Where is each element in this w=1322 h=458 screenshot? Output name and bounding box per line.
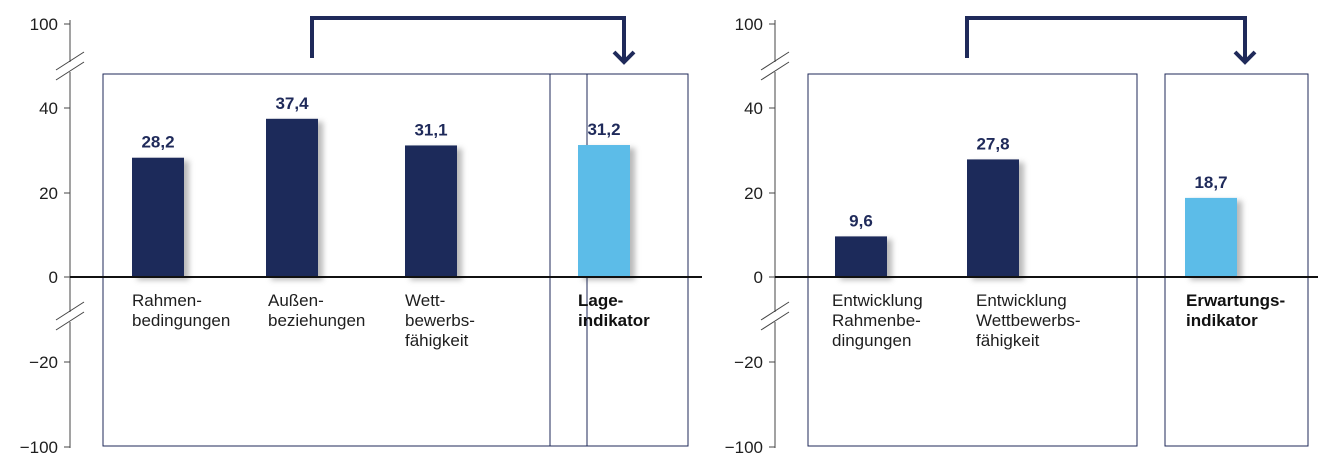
panel-2-y-tick-label: 20 [744, 184, 763, 203]
panel-2-axis-break-mark [760, 61, 790, 81]
panel-2-indicator-frame [1164, 73, 1309, 447]
panel-2-bar [967, 159, 1019, 277]
panel-1-y-tick-label: −20 [29, 353, 58, 372]
panel-1-bar-value-label: 28,2 [141, 133, 174, 152]
panel-1-indicator-value-label: 31,2 [587, 120, 620, 139]
panel-1-bar [132, 157, 184, 277]
panel-2-axis-break-mark [760, 51, 790, 71]
panel-2-y-tick-label: 100 [735, 15, 763, 34]
panel-2-category-label: Entwicklung Wettbewerbs-fähigkeit [976, 291, 1081, 350]
panel-1-indicator-bar [578, 145, 630, 277]
panel-2-y-tick-label: 0 [754, 268, 763, 287]
panel-1-axis-break-mark [55, 301, 85, 321]
panel-1-bar-value-label: 31,1 [414, 120, 447, 139]
panel-1-axis-break-mark [55, 51, 85, 71]
panel-1-category-label: Wett-bewerbs-fähigkeit [405, 291, 475, 350]
panel-2-indicator-label: Erwartungs-indikator [1186, 291, 1285, 330]
panel-2-bar-value-label: 27,8 [976, 134, 1009, 153]
panel-2-category-label: Entwicklung Rahmenbe-dingungen [832, 291, 923, 350]
panel-2-axis-break-mark [760, 301, 790, 321]
panel-1-y-tick-label: −100 [20, 438, 58, 457]
panel-2-y-tick-label: −20 [734, 353, 763, 372]
panel-1-bar-value-label: 37,4 [275, 94, 309, 113]
panel-2-indicator-bar [1185, 197, 1237, 277]
panel-1-y-tick-label: 20 [39, 184, 58, 203]
panel-1-bar [405, 145, 457, 277]
panel-1-axis-break-mark [55, 61, 85, 81]
panel-1-category-label: Außen-beziehungen [268, 291, 365, 330]
panel-2-axis-break-mark [760, 311, 790, 331]
panel-2-indicator-value-label: 18,7 [1194, 173, 1227, 192]
panel-1-axis-break-mark [55, 311, 85, 331]
panel-1-bar [266, 118, 318, 277]
panel-2-connector-arrow-line [965, 16, 1247, 62]
panel-1-arrow-head-icon [612, 50, 636, 65]
panel-2-bar-value-label: 9,6 [849, 211, 873, 230]
panel-1-category-label: Rahmen-bedingungen [132, 291, 230, 330]
panel-1-y-tick-label: 100 [30, 15, 58, 34]
panel-2-y-tick-label: −100 [725, 438, 763, 457]
panel-1-indicator-frame [549, 73, 689, 447]
panel-1-y-tick-label: 40 [39, 99, 58, 118]
panel-2-bar [835, 236, 887, 277]
panel-1-y-tick-label: 0 [49, 268, 58, 287]
panel-1-connector-arrow-line [310, 16, 626, 62]
panel-2-components-frame [807, 73, 1138, 447]
panel-2-arrow-head-icon [1233, 50, 1257, 65]
panel-1-indicator-label: Lage-indikator [578, 291, 650, 330]
panel-2-y-tick-label: 40 [744, 99, 763, 118]
